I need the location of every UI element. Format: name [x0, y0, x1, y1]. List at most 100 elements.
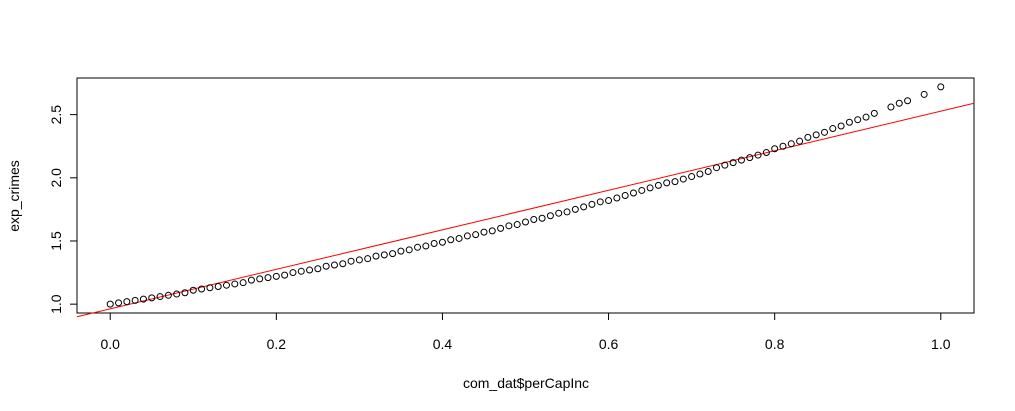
- data-point: [189, 286, 197, 294]
- data-point: [746, 154, 754, 162]
- y-tick-label: 1.0: [48, 294, 64, 314]
- data-point: [688, 173, 696, 181]
- points-group: [106, 83, 945, 308]
- data-point: [414, 243, 422, 251]
- data-point: [862, 113, 870, 121]
- data-point: [787, 140, 795, 148]
- data-point: [447, 236, 455, 244]
- data-point: [804, 133, 812, 141]
- plot-frame: [76, 77, 975, 314]
- fit-line-group: [76, 102, 975, 318]
- data-point: [605, 197, 613, 205]
- x-tick-label: 0.8: [765, 336, 785, 352]
- data-point: [223, 281, 230, 289]
- data-point: [405, 246, 413, 254]
- data-point: [438, 238, 446, 246]
- data-point: [272, 272, 280, 280]
- data-point: [671, 178, 679, 186]
- data-point: [264, 274, 272, 282]
- data-point: [281, 271, 289, 279]
- data-point: [646, 184, 654, 192]
- data-point: [729, 159, 737, 167]
- data-point: [455, 234, 463, 242]
- data-point: [364, 255, 372, 263]
- x-tick-label: 0.0: [100, 336, 120, 352]
- data-point: [812, 131, 820, 139]
- data-point: [530, 216, 538, 224]
- data-point: [522, 218, 529, 226]
- x-tick-label: 0.2: [267, 336, 287, 352]
- y-tick-label: 1.5: [48, 231, 64, 251]
- data-point: [937, 83, 945, 91]
- y-axis: 1.0 1.5 2.0 2.5: [48, 105, 78, 314]
- data-point: [231, 280, 239, 288]
- data-point: [355, 256, 363, 264]
- data-point: [829, 125, 837, 133]
- data-point: [588, 200, 596, 208]
- data-point: [904, 97, 912, 105]
- data-point: [247, 276, 255, 284]
- data-point: [497, 224, 505, 232]
- data-point: [613, 194, 621, 202]
- data-point: [430, 240, 438, 248]
- x-tick-label: 0.6: [599, 336, 619, 352]
- data-point: [870, 109, 878, 117]
- data-point: [148, 294, 156, 302]
- data-point: [139, 295, 147, 303]
- data-point: [164, 291, 172, 299]
- data-point: [721, 161, 729, 169]
- data-point: [654, 181, 662, 189]
- data-point: [322, 262, 330, 270]
- y-tick-label: 2.5: [48, 105, 64, 125]
- data-point: [239, 279, 247, 287]
- data-point: [663, 179, 671, 187]
- y-axis-label: exp_crimes: [6, 160, 22, 232]
- data-point: [555, 209, 563, 217]
- data-point: [306, 266, 314, 274]
- data-point: [563, 208, 571, 216]
- data-point: [854, 116, 862, 124]
- data-point: [389, 250, 397, 258]
- data-point: [156, 293, 164, 301]
- data-point: [181, 289, 189, 297]
- data-point: [198, 285, 206, 293]
- data-point: [696, 170, 704, 178]
- data-point: [596, 198, 604, 206]
- data-point: [297, 267, 305, 275]
- x-axis: 0.0 0.2 0.4 0.6 0.8 1.0: [100, 312, 951, 352]
- data-point: [289, 269, 297, 277]
- data-point: [472, 231, 480, 239]
- data-point: [463, 232, 471, 240]
- data-point: [713, 164, 721, 172]
- data-point: [796, 137, 804, 145]
- data-point: [372, 252, 380, 260]
- data-point: [505, 222, 513, 230]
- data-point: [314, 265, 322, 273]
- y-tick-label: 2.0: [48, 168, 64, 188]
- data-point: [256, 275, 264, 283]
- data-point: [895, 99, 903, 107]
- data-point: [845, 118, 853, 126]
- data-point: [339, 260, 347, 268]
- data-point: [754, 151, 762, 159]
- data-point: [704, 167, 712, 175]
- data-point: [106, 300, 114, 308]
- data-point: [779, 142, 787, 150]
- data-point: [737, 156, 745, 164]
- data-point: [679, 175, 687, 183]
- data-point: [887, 103, 895, 111]
- x-tick-label: 0.4: [433, 336, 453, 352]
- data-point: [380, 251, 388, 259]
- data-point: [173, 290, 181, 298]
- data-point: [571, 205, 579, 213]
- data-point: [621, 192, 629, 199]
- data-point: [397, 247, 405, 255]
- x-axis-label: com_dat$perCapInc: [463, 375, 589, 391]
- data-point: [513, 221, 521, 229]
- data-point: [206, 284, 214, 292]
- data-point: [837, 122, 845, 130]
- data-point: [821, 128, 828, 136]
- data-point: [422, 242, 430, 250]
- data-point: [214, 282, 222, 290]
- data-point: [638, 186, 646, 194]
